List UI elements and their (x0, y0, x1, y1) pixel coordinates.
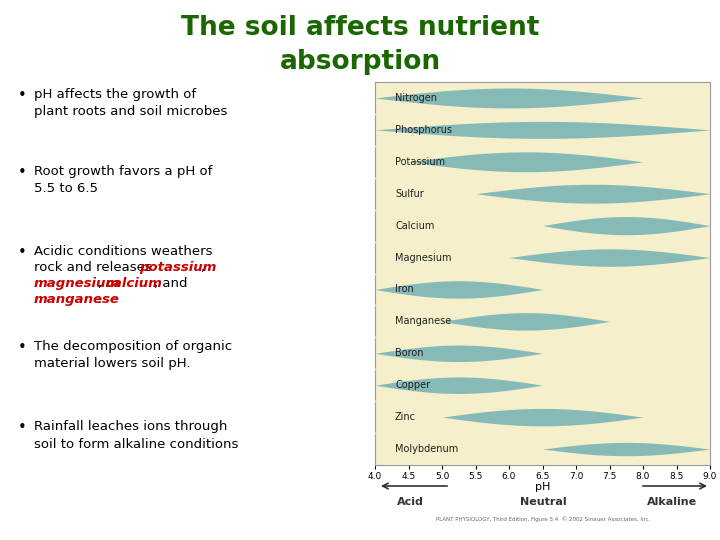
Text: •: • (18, 165, 27, 180)
Text: calcium: calcium (106, 277, 163, 290)
Text: Alkaline: Alkaline (647, 497, 697, 507)
Text: magnesium: magnesium (34, 277, 120, 290)
Text: Magnesium: Magnesium (395, 253, 451, 262)
Text: , and: , and (154, 277, 187, 290)
X-axis label: pH: pH (535, 482, 550, 492)
Text: ,: , (200, 261, 204, 274)
Text: The decomposition of organic
material lowers soil pH.: The decomposition of organic material lo… (34, 340, 232, 370)
Text: Iron: Iron (395, 285, 414, 294)
Text: •: • (18, 420, 27, 435)
Text: •: • (18, 88, 27, 103)
Text: Copper: Copper (395, 380, 431, 390)
Text: Manganese: Manganese (395, 316, 451, 326)
Text: rock and releases: rock and releases (34, 261, 156, 274)
Text: Phosphorus: Phosphorus (395, 125, 452, 135)
Text: Sulfur: Sulfur (395, 188, 424, 199)
Text: Molybdenum: Molybdenum (395, 444, 459, 454)
Text: Nitrogen: Nitrogen (395, 93, 437, 103)
Text: Zinc: Zinc (395, 412, 416, 422)
Text: manganese: manganese (34, 293, 120, 306)
Text: potassium: potassium (139, 261, 217, 274)
Text: Rainfall leaches ions through
soil to form alkaline conditions: Rainfall leaches ions through soil to fo… (34, 420, 238, 450)
Text: The soil affects nutrient: The soil affects nutrient (181, 15, 539, 41)
Text: •: • (18, 245, 27, 260)
Text: Potassium: Potassium (395, 157, 445, 167)
Text: ,: , (98, 277, 107, 290)
Text: .: . (98, 293, 102, 306)
Text: Acid: Acid (397, 497, 423, 507)
Text: Root growth favors a pH of
5.5 to 6.5: Root growth favors a pH of 5.5 to 6.5 (34, 165, 212, 195)
Text: PLANT PHYSIOLOGY, Third Edition, Figure 5.4  © 2002 Sinauer Associates, Inc.: PLANT PHYSIOLOGY, Third Edition, Figure … (436, 516, 650, 522)
Text: pH affects the growth of
plant roots and soil microbes: pH affects the growth of plant roots and… (34, 88, 228, 118)
Text: Acidic conditions weathers: Acidic conditions weathers (34, 245, 212, 258)
Text: •: • (18, 340, 27, 355)
Text: Boron: Boron (395, 348, 423, 359)
Text: absorption: absorption (279, 49, 441, 75)
Text: Calcium: Calcium (395, 221, 434, 231)
Text: Neutral: Neutral (520, 497, 567, 507)
